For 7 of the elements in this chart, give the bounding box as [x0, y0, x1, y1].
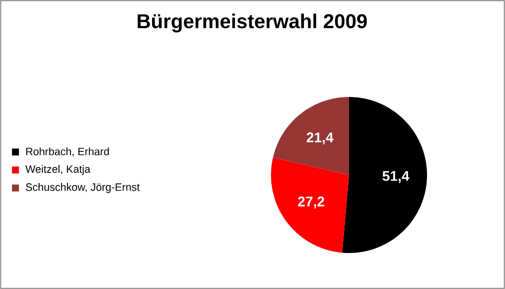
data-label: 27,2 [298, 196, 324, 208]
legend-label: Rohrbach, Erhard [26, 147, 109, 157]
data-label: 51,4 [382, 171, 410, 183]
legend-label: Schuschkow, Jörg-Ernst [26, 183, 140, 193]
chart-title: Bürgermeisterwahl 2009 [138, 14, 367, 32]
legend-label: Weitzel, Katja [25, 165, 90, 175]
data-label: 21,4 [306, 132, 334, 144]
